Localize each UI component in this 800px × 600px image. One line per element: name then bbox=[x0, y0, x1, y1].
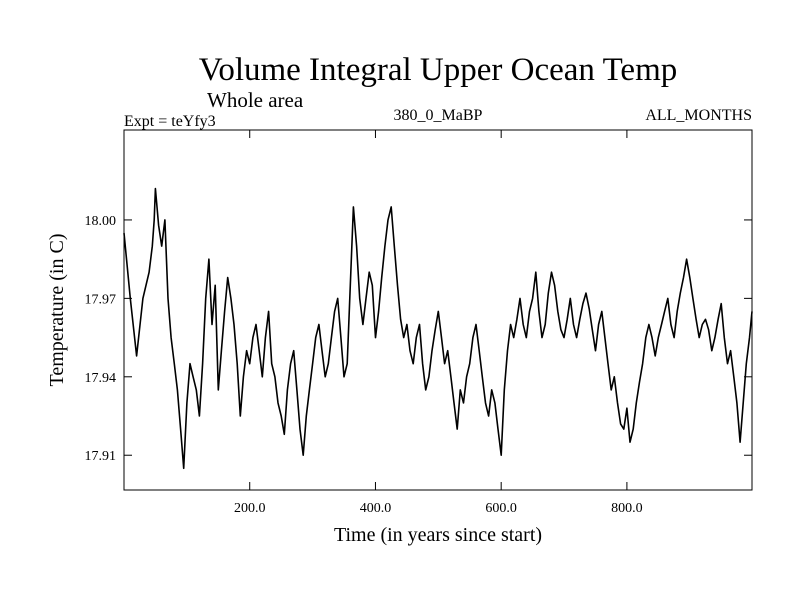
header-months: ALL_MONTHS bbox=[645, 107, 752, 124]
x-tick-label-0: 200.0 bbox=[234, 501, 266, 516]
y-axis: 17.91 17.94 17.97 18.00 bbox=[85, 214, 752, 464]
x-tick-label-2: 600.0 bbox=[485, 501, 517, 516]
y-tick-label-2: 17.97 bbox=[85, 292, 117, 307]
x-tick-label-1: 400.0 bbox=[360, 501, 392, 516]
x-axis: 200.0 400.0 600.0 800.0 bbox=[234, 130, 643, 516]
plot-frame bbox=[123, 129, 753, 491]
series-line-temperature bbox=[123, 187, 753, 470]
chart-subtitle: Whole area bbox=[207, 88, 304, 112]
x-tick-label-3: 800.0 bbox=[611, 501, 643, 516]
header-period: 380_0_MaBP bbox=[394, 107, 483, 124]
y-tick-label-3: 18.00 bbox=[85, 214, 117, 229]
y-axis-label: Temperature (in C) bbox=[46, 234, 68, 387]
y-tick-label-0: 17.91 bbox=[85, 449, 117, 464]
chart-title: Volume Integral Upper Ocean Temp bbox=[199, 52, 677, 88]
x-axis-label: Time (in years since start) bbox=[334, 524, 542, 546]
y-tick-label-1: 17.94 bbox=[85, 371, 117, 386]
header-experiment: Expt = teYfy3 bbox=[124, 113, 216, 130]
